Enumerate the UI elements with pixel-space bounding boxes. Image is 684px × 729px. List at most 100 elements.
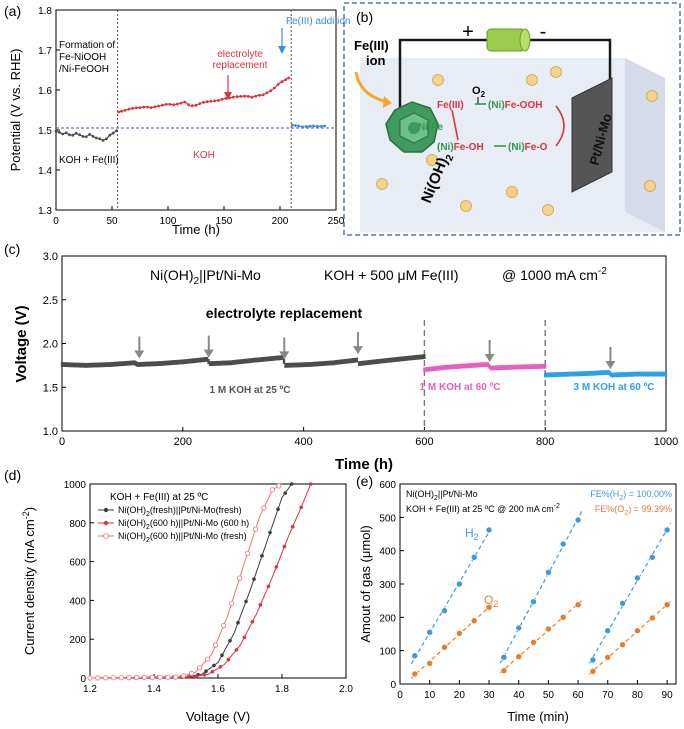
d-point (210, 669, 215, 674)
c-point (291, 362, 295, 368)
c-point (310, 362, 313, 367)
c-point (630, 371, 634, 377)
panel-d-ylabel: Current density (mA cm-2) (21, 507, 37, 655)
e-ytick-label: 600 (379, 480, 396, 491)
c-point (284, 363, 287, 368)
c-ytick-label: 1.5 (43, 382, 58, 394)
c-point (118, 361, 121, 367)
a-point (168, 102, 172, 106)
c-point (246, 358, 249, 364)
c-point (72, 362, 75, 368)
c-point (366, 360, 370, 365)
c-point (70, 362, 73, 368)
d-point (95, 675, 101, 681)
c-point (508, 364, 511, 370)
d-point (229, 600, 235, 606)
c-point (655, 371, 659, 377)
c-point (571, 371, 575, 377)
ni-fe-label: Ni-Fe (418, 122, 443, 133)
e-fit-line (410, 603, 493, 679)
d-legend-swatch-marker (103, 507, 109, 513)
c-point (607, 370, 610, 375)
c-point (395, 357, 399, 362)
ion-spheres (376, 66, 658, 216)
c-point (458, 363, 461, 369)
c-point (239, 359, 242, 365)
c-point (202, 357, 205, 363)
c-point (663, 371, 666, 377)
panel-e-ticks: 0 10 20 30 40 50 60 70 80 90 0 100 200 300 400 500 600 (379, 480, 673, 701)
d-xtick-label: 1.6 (211, 684, 225, 695)
c-point (619, 372, 623, 378)
c-point (339, 359, 343, 365)
panel-a-ticks: 0 50 100 150 200 250 1.3 1.4 1.5 1.6 1.7 1.8 (38, 6, 345, 227)
a-point (105, 137, 108, 141)
c-point (241, 359, 244, 364)
d-point (237, 575, 243, 581)
seg3-label: 3 M KOH at 60 ºC (574, 382, 655, 393)
a-point (123, 108, 127, 112)
d-xtick-label: 2.0 (339, 684, 353, 695)
a-point (117, 110, 121, 114)
d-point (197, 665, 203, 671)
panel-a-xlabel: Time (h) (172, 222, 220, 237)
c-point (187, 358, 190, 364)
d-ytick-label: 0 (80, 674, 86, 685)
a-point (319, 124, 323, 128)
c-point (638, 371, 641, 377)
panel-c-header-2: KOH + 500 μM Fe(III) (324, 267, 459, 283)
e-ytick-label: 100 (379, 647, 396, 658)
c-point (212, 361, 215, 366)
c-ytick-label: 3.0 (43, 251, 58, 263)
c-point (388, 357, 391, 363)
c-point (506, 365, 509, 370)
panel-d-legend: Ni(OH)2(fresh)||Pt/Ni-Mo(fresh)Ni(OH)2(6… (98, 505, 249, 544)
c-point (641, 371, 645, 377)
c-point (570, 371, 573, 377)
panel-c-letter: (c) (4, 241, 20, 257)
a-point (81, 135, 85, 138)
a-point (280, 80, 284, 84)
a-point (213, 99, 217, 103)
ion-sphere (506, 186, 518, 198)
c-point (297, 362, 300, 368)
c-point (183, 359, 186, 365)
d-legend-swatch-marker (103, 520, 109, 526)
d-point (221, 622, 227, 629)
ion-sphere (550, 66, 562, 78)
e-point (426, 659, 434, 667)
panel-c-xlabel: Time (h) (335, 456, 393, 473)
c-point (77, 362, 80, 368)
d-point (261, 505, 267, 511)
c-point (282, 359, 286, 364)
c-point (163, 360, 166, 366)
c-point (288, 362, 291, 368)
c-point (581, 371, 584, 377)
panel-e-fe-h2: FE%(H2) = 100.00% (590, 489, 672, 502)
a-point (58, 131, 61, 134)
c-point (111, 362, 114, 367)
d-point (309, 482, 313, 486)
c-point (566, 371, 569, 377)
a-point (108, 133, 112, 137)
c-point (141, 361, 144, 367)
c-point (390, 357, 393, 363)
c-point (528, 364, 531, 370)
c-point (645, 371, 648, 377)
a-point (273, 86, 276, 90)
c-point (172, 360, 175, 365)
c-point (517, 364, 520, 370)
c-point (493, 365, 496, 371)
c-point (538, 364, 542, 369)
d-point (165, 674, 171, 680)
c-point (564, 371, 567, 377)
c-point (441, 365, 445, 371)
c-point (166, 360, 170, 366)
a-point (239, 95, 243, 98)
c-point (308, 362, 311, 367)
c-point (312, 361, 315, 367)
panel-a-formation-2: Fe-NiOOH (59, 52, 106, 63)
panel-e: (e) 0 10 20 30 40 50 60 70 80 90 0 100 200 300 400 500 6… (356, 473, 677, 724)
e-xtick-label: 90 (662, 690, 674, 701)
c-point (428, 366, 432, 372)
